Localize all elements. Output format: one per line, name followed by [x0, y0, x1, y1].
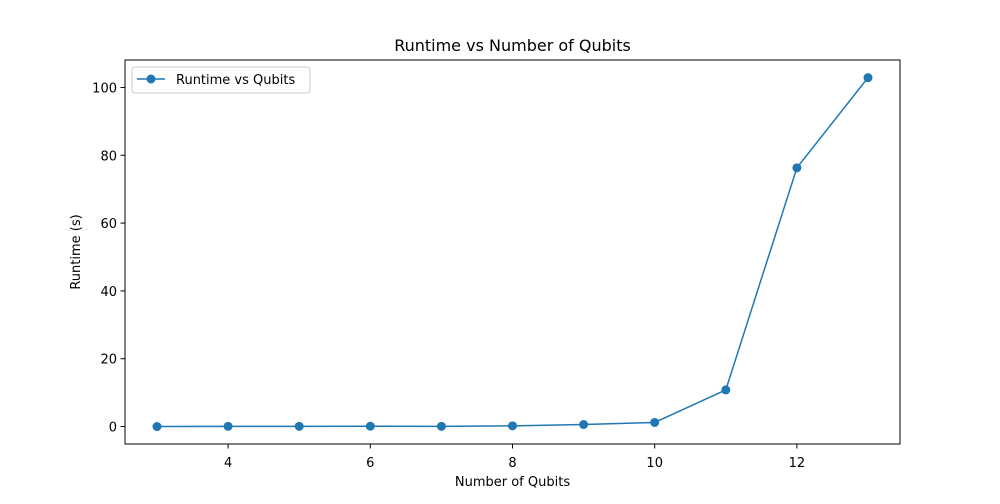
- y-axis: 0 20 40 60 80 100: [92, 81, 125, 436]
- legend-box: [131, 66, 311, 94]
- series-line: [156, 77, 869, 428]
- y-tick-label: 20: [100, 353, 117, 368]
- legend: Runtime vs Qubits: [131, 66, 311, 94]
- legend-marker-swatch: [146, 74, 156, 84]
- x-tick-label: 12: [789, 456, 806, 471]
- y-tick-label: 100: [92, 81, 117, 96]
- x-tick-label: 4: [224, 456, 232, 471]
- y-tick-label: 80: [100, 149, 117, 164]
- data-point: [579, 420, 589, 430]
- y-tick-label: 40: [100, 285, 117, 300]
- legend-label: Runtime vs Qubits: [176, 73, 295, 88]
- x-tick-label: 6: [366, 456, 374, 471]
- data-point: [152, 422, 162, 432]
- chart-title: Runtime vs Number of Qubits: [394, 36, 631, 55]
- data-point: [294, 421, 304, 431]
- data-point: [223, 421, 233, 431]
- data-point: [792, 163, 802, 173]
- x-tick-label: 8: [508, 456, 516, 471]
- data-point: [863, 73, 873, 83]
- plot-data: [152, 73, 873, 432]
- y-tick-label: 0: [109, 421, 117, 436]
- data-point: [436, 421, 446, 431]
- x-axis-label: Number of Qubits: [455, 475, 570, 490]
- y-axis-label: Runtime (s): [69, 214, 84, 289]
- data-point: [650, 417, 660, 427]
- x-tick-label: 10: [646, 456, 663, 471]
- data-point: [721, 385, 731, 395]
- y-tick-label: 60: [100, 217, 117, 232]
- plot-frame: [124, 59, 901, 445]
- data-point: [508, 421, 517, 431]
- data-point: [365, 421, 375, 431]
- x-axis: 4 6 8 10 12: [224, 444, 805, 471]
